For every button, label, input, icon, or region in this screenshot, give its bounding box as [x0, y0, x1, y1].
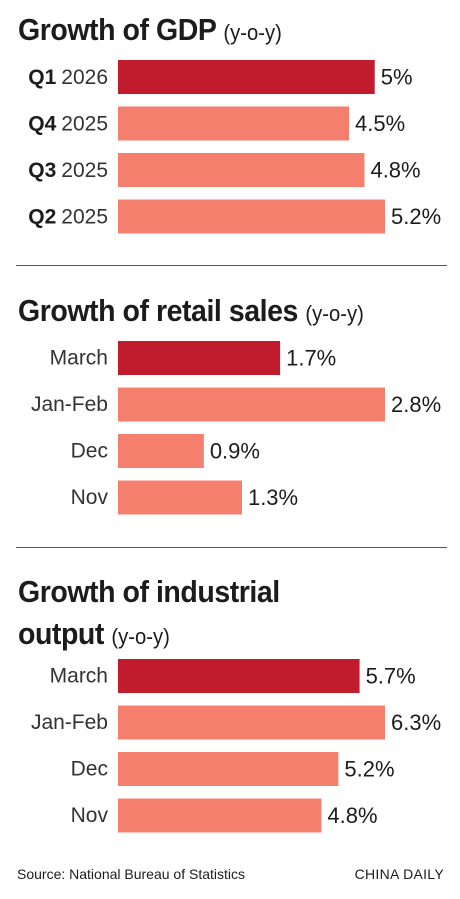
- bar: [118, 434, 204, 468]
- industrial-chart-svg: March 5.7% Jan-Feb 6.3% Dec 5.2% Nov 4.8%: [31, 659, 441, 833]
- section-divider: [16, 547, 447, 548]
- bar: [118, 480, 242, 515]
- category-label: Q2 2025: [28, 205, 108, 228]
- retail-chart-title: Growth of retail sales (y-o-y): [18, 294, 364, 331]
- gdp-bar-chart: Q1 2026 5% Q4 2025 4.5% Q3 2025 4.8% Q2 2025 5.2%: [0, 58, 460, 236]
- bar: [118, 341, 281, 375]
- category-label: Q3 2025: [28, 159, 108, 182]
- category-label: Dec: [71, 758, 108, 781]
- retail-unit-label: (y-o-y): [305, 301, 364, 326]
- bar: [118, 705, 385, 740]
- gdp-unit-label: (y-o-y): [223, 20, 282, 45]
- category-label: Nov: [71, 804, 109, 827]
- value-label: 5.7%: [366, 664, 416, 689]
- bar: [118, 752, 339, 786]
- category-label: Q4 2025: [28, 112, 108, 135]
- value-label: 1.3%: [248, 485, 298, 510]
- bar: [118, 153, 365, 187]
- value-label: 6.3%: [391, 710, 441, 735]
- value-label: 4.5%: [355, 111, 405, 136]
- category-label: Nov: [71, 486, 109, 509]
- retail-bar-chart: March 1.7% Jan-Feb 2.8% Dec 0.9% Nov 1.3%: [0, 339, 460, 517]
- industrial-title-text-1: Growth of industrial: [18, 574, 280, 609]
- category-label: March: [50, 665, 108, 688]
- value-label: 2.8%: [391, 392, 441, 417]
- category-label: March: [50, 347, 108, 370]
- value-label: 5%: [381, 65, 413, 90]
- bar: [118, 60, 375, 94]
- value-label: 4.8%: [327, 803, 377, 828]
- gdp-title-text: Growth of GDP: [18, 12, 216, 47]
- value-label: 5.2%: [344, 757, 394, 782]
- industrial-title-text-2: output: [18, 616, 104, 651]
- bar: [118, 798, 322, 833]
- industrial-unit-label: (y-o-y): [111, 624, 170, 649]
- bar: [118, 659, 360, 693]
- industrial-chart-title-line1: Growth of industrial: [18, 575, 280, 609]
- value-label: 0.9%: [210, 439, 260, 464]
- bar: [118, 387, 385, 422]
- section-divider: [16, 265, 447, 266]
- category-label: Q1 2026: [28, 66, 108, 89]
- gdp-chart-svg: Q1 2026 5% Q4 2025 4.5% Q3 2025 4.8% Q2 2025 5.2%: [28, 60, 441, 234]
- retail-chart-svg: March 1.7% Jan-Feb 2.8% Dec 0.9% Nov 1.3%: [31, 341, 441, 515]
- category-label: Dec: [71, 440, 108, 463]
- bar: [118, 199, 385, 234]
- bar: [118, 106, 350, 141]
- gdp-chart-title: Growth of GDP (y-o-y): [18, 13, 282, 50]
- source-note: Source: National Bureau of Statistics: [17, 866, 246, 882]
- value-label: 1.7%: [286, 346, 336, 371]
- industrial-bar-chart: March 5.7% Jan-Feb 6.3% Dec 5.2% Nov 4.8%: [0, 657, 460, 835]
- value-label: 5.2%: [391, 204, 441, 229]
- category-label: Jan-Feb: [31, 711, 108, 734]
- brand-credit: CHINA DAILY: [354, 866, 444, 882]
- retail-title-text: Growth of retail sales: [18, 293, 298, 328]
- value-label: 4.8%: [370, 158, 420, 183]
- industrial-chart-title-line2: output (y-o-y): [18, 617, 170, 654]
- category-label: Jan-Feb: [31, 393, 108, 416]
